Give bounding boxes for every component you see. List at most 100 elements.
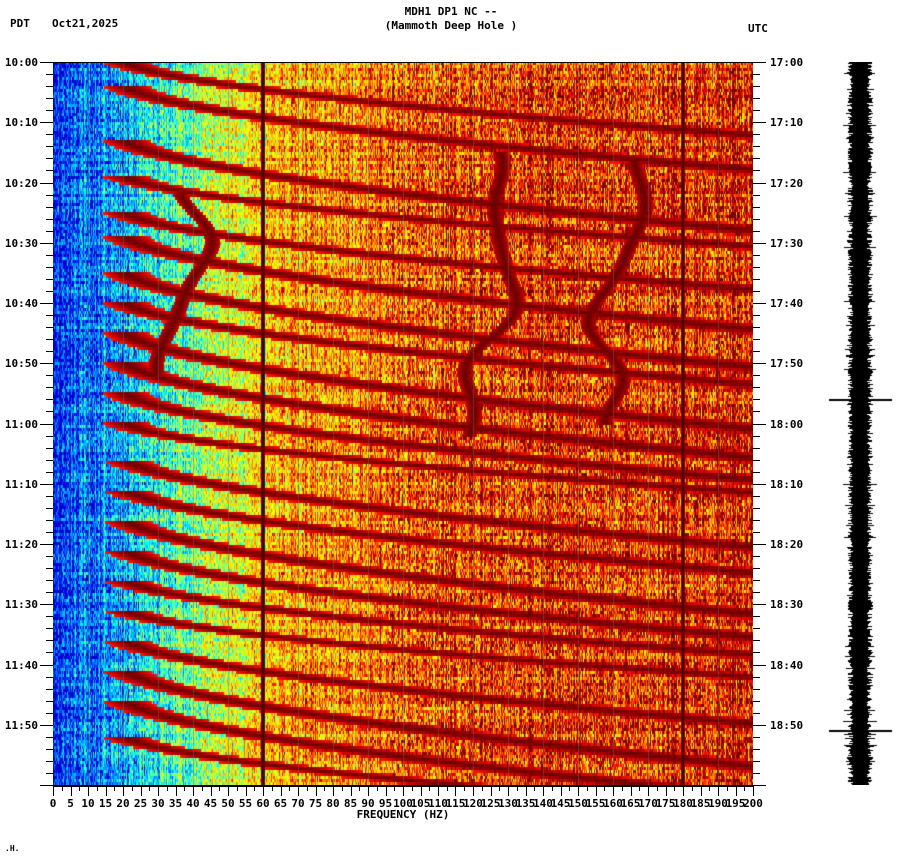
- time-tick-minor-left: [46, 568, 53, 569]
- freq-tick-minor: [464, 786, 465, 791]
- time-tick-major-right: [753, 303, 766, 304]
- freq-tick-major: [438, 786, 439, 796]
- time-tick-minor-left: [46, 592, 53, 593]
- time-tick-minor-right: [753, 532, 760, 533]
- freq-tick-minor: [377, 786, 378, 791]
- time-tick-minor-left: [46, 339, 53, 340]
- time-tick-minor-left: [46, 677, 53, 678]
- freq-tick-major: [193, 786, 194, 796]
- time-label-pdt: 10:40: [4, 297, 38, 310]
- time-tick-minor-left: [46, 170, 53, 171]
- freq-tick-minor: [622, 786, 623, 791]
- station-subtitle: (Mammoth Deep Hole ): [384, 19, 518, 32]
- freq-tick-major: [631, 786, 632, 796]
- time-label-utc: 18:50: [770, 718, 804, 732]
- freq-tick-minor: [79, 786, 80, 791]
- time-tick-minor-left: [46, 411, 53, 412]
- time-label-utc: 17:00: [770, 56, 804, 69]
- time-tick-minor-right: [753, 231, 760, 232]
- time-tick-minor-left: [46, 110, 53, 111]
- freq-tick-minor: [97, 786, 98, 791]
- time-tick-minor-left: [46, 231, 53, 232]
- time-tick-minor-left: [46, 448, 53, 449]
- time-tick-minor-left: [46, 255, 53, 256]
- time-tick-minor-left: [46, 556, 53, 557]
- time-tick-minor-right: [753, 677, 760, 678]
- time-tick-minor-left: [46, 701, 53, 702]
- time-label-utc: 17:10: [770, 116, 804, 130]
- freq-tick-major: [71, 786, 72, 796]
- time-tick-minor-left: [46, 207, 53, 208]
- time-tick-major-right: [753, 62, 766, 63]
- freq-tick-minor: [692, 786, 693, 791]
- time-label-utc: 18:40: [770, 658, 804, 672]
- time-label-utc: 18:00: [770, 417, 804, 431]
- spectrogram-plot[interactable]: [53, 62, 753, 785]
- freq-tick-major: [508, 786, 509, 796]
- time-tick-minor-right: [753, 351, 760, 352]
- time-tick-minor-left: [46, 387, 53, 388]
- time-tick-minor-left: [46, 713, 53, 714]
- time-tick-minor-left: [46, 279, 53, 280]
- time-tick-minor-left: [46, 86, 53, 87]
- time-tick-minor-left: [46, 472, 53, 473]
- freq-tick-minor: [604, 786, 605, 791]
- freq-tick-minor: [132, 786, 133, 791]
- freq-tick-major: [701, 786, 702, 796]
- freq-tick-major: [211, 786, 212, 796]
- time-tick-minor-left: [46, 628, 53, 629]
- freq-tick-minor: [272, 786, 273, 791]
- freq-tick-major: [613, 786, 614, 796]
- date-label: Oct21,2025: [52, 17, 119, 30]
- time-tick-major-right: [753, 544, 766, 545]
- freq-tick-major: [543, 786, 544, 796]
- time-tick-minor-right: [753, 436, 760, 437]
- time-tick-major-left: [40, 544, 53, 545]
- time-tick-major-right: [753, 243, 766, 244]
- time-tick-minor-left: [46, 508, 53, 509]
- time-tick-minor-left: [46, 460, 53, 461]
- time-tick-minor-right: [753, 773, 760, 774]
- freq-tick-minor: [639, 786, 640, 791]
- time-tick-minor-right: [753, 86, 760, 87]
- timezone-label-right: UTC: [748, 22, 768, 35]
- time-tick-minor-right: [753, 158, 760, 159]
- time-tick-major-left: [40, 363, 53, 364]
- time-label-utc: 17:20: [770, 176, 804, 190]
- time-tick-minor-right: [753, 279, 760, 280]
- time-tick-minor-right: [753, 170, 760, 171]
- time-tick-minor-left: [46, 134, 53, 135]
- freq-tick-minor: [149, 786, 150, 791]
- freq-tick-minor: [412, 786, 413, 791]
- freq-tick-major: [578, 786, 579, 796]
- time-label-pdt: 11:50: [4, 718, 38, 732]
- time-tick-minor-left: [46, 195, 53, 196]
- time-label-pdt: 11:10: [4, 477, 38, 491]
- time-label-pdt: 10:30: [4, 236, 38, 250]
- freq-tick-major: [246, 786, 247, 796]
- spectrogram-canvas[interactable]: [53, 62, 753, 785]
- time-tick-minor-left: [46, 580, 53, 581]
- time-tick-major-right: [753, 785, 766, 786]
- time-label-utc: 18:20: [770, 538, 804, 551]
- freq-tick-major: [333, 786, 334, 796]
- time-tick-minor-left: [46, 652, 53, 653]
- time-tick-major-left: [40, 665, 53, 666]
- freq-tick-major: [176, 786, 177, 796]
- freq-tick-minor: [289, 786, 290, 791]
- freq-tick-major: [281, 786, 282, 796]
- time-tick-minor-right: [753, 315, 760, 316]
- freq-tick-minor: [727, 786, 728, 791]
- time-tick-minor-right: [753, 472, 760, 473]
- time-tick-major-right: [753, 604, 766, 605]
- freq-tick-minor: [534, 786, 535, 791]
- time-tick-major-right: [753, 424, 766, 425]
- time-tick-major-right: [753, 484, 766, 485]
- time-tick-minor-left: [46, 520, 53, 521]
- time-tick-minor-right: [753, 146, 760, 147]
- time-tick-minor-left: [46, 146, 53, 147]
- time-tick-minor-right: [753, 460, 760, 461]
- time-tick-minor-right: [753, 195, 760, 196]
- freq-tick-major: [88, 786, 89, 796]
- freq-tick-minor: [744, 786, 745, 791]
